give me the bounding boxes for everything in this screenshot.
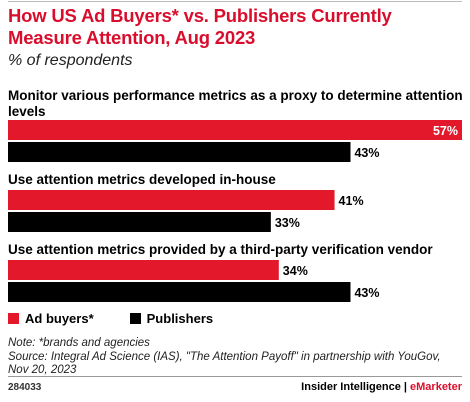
data-label: 43%	[354, 286, 379, 300]
legend-swatch-publishers	[129, 313, 141, 324]
data-label: 43%	[354, 146, 379, 160]
data-label: 57%	[433, 124, 458, 138]
brand-separator: |	[403, 381, 407, 393]
category-label: Use attention metrics developed in-house	[8, 172, 276, 187]
bar-publishers	[8, 282, 351, 302]
note-text: Note: *brands and agencies	[8, 337, 150, 349]
category-label: levels	[8, 104, 46, 119]
bar-ad-buyers	[8, 260, 279, 280]
data-label: 41%	[339, 194, 364, 208]
legend: Ad buyers* Publishers	[8, 311, 249, 326]
bar-chart: Monitor various performance metrics as a…	[8, 88, 463, 302]
data-label: 34%	[283, 264, 308, 278]
bar-ad-buyers	[8, 120, 462, 140]
bar-publishers	[8, 142, 351, 162]
chart-id: 284033	[8, 382, 42, 393]
category-label: Monitor various performance metrics as a…	[8, 88, 463, 103]
bar-publishers	[8, 212, 271, 232]
footer-rule	[8, 376, 462, 377]
legend-item-ad-buyers: Ad buyers*	[8, 311, 94, 326]
source-text: Source: Integral Ad Science (IAS), "The …	[8, 350, 441, 377]
chart-subtitle: % of respondents	[8, 52, 133, 69]
notes: Note: *brands and agencies Source: Integ…	[8, 337, 463, 378]
top-rule	[8, 1, 462, 2]
legend-swatch-ad-buyers	[8, 313, 19, 324]
footer-brand: Insider Intelligence | eMarketer	[301, 381, 462, 393]
legend-label-publishers: Publishers	[146, 311, 214, 326]
brand-emarketer: eMarketer	[410, 381, 462, 393]
legend-label-ad-buyers: Ad buyers*	[25, 311, 94, 326]
category-label: Use attention metrics provided by a thir…	[8, 242, 433, 257]
bar-ad-buyers	[8, 190, 335, 210]
legend-item-publishers: Publishers	[129, 311, 214, 326]
chart-title: How US Ad Buyers* vs. Publishers Current…	[8, 5, 392, 48]
brand-insider-intelligence: Insider Intelligence	[301, 381, 401, 393]
data-label: 33%	[275, 216, 300, 230]
